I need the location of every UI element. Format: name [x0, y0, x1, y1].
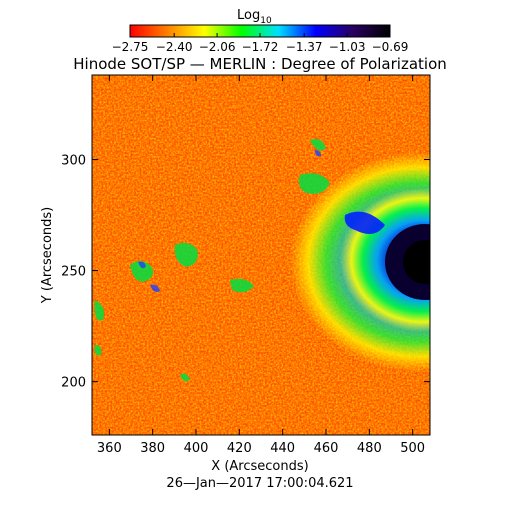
x-axis-label: X (Arcseconds) [211, 459, 308, 474]
x-axis-ticks: 360 380 400 420 440 460 480 500 [97, 75, 425, 456]
x-tick-label: 480 [357, 441, 382, 456]
colorbar-tick-label: −1.72 [242, 40, 279, 54]
plot-frame [91, 74, 431, 436]
plot-title: Hinode SOT/SP — MERLIN : Degree of Polar… [73, 55, 447, 73]
x-tick-label: 460 [314, 441, 339, 456]
x-tick-label: 360 [97, 441, 122, 456]
colorbar-tick-label: −0.69 [372, 40, 409, 54]
colorbar-tick-label: −2.75 [112, 40, 149, 54]
colorbar-ticks: −2.75 −2.40 −2.06 −1.72 −1.37 −1.03 −0.69 [112, 33, 409, 54]
colorbar-tick-label: −2.40 [156, 40, 193, 54]
y-tick-label: 250 [61, 265, 86, 280]
y-tick-label: 200 [61, 376, 86, 391]
colorbar-label: Log10 [237, 8, 272, 26]
colorbar-tick-label: −2.06 [199, 40, 236, 54]
x-tick-label: 440 [270, 441, 295, 456]
x-tick-label: 420 [227, 441, 252, 456]
y-tick-label: 300 [61, 153, 86, 168]
polarization-map [92, 75, 430, 435]
timestamp: 26—Jan—2017 17:00:04.621 [166, 476, 353, 491]
y-axis-ticks: 200 250 300 [61, 153, 430, 391]
x-tick-label: 400 [184, 441, 209, 456]
colorbar-tick-label: −1.03 [329, 40, 366, 54]
x-tick-label: 500 [400, 441, 425, 456]
y-axis-label: Y (Arcseconds) [40, 207, 55, 304]
x-tick-label: 380 [140, 441, 165, 456]
colorbar-tick-label: −1.37 [286, 40, 323, 54]
